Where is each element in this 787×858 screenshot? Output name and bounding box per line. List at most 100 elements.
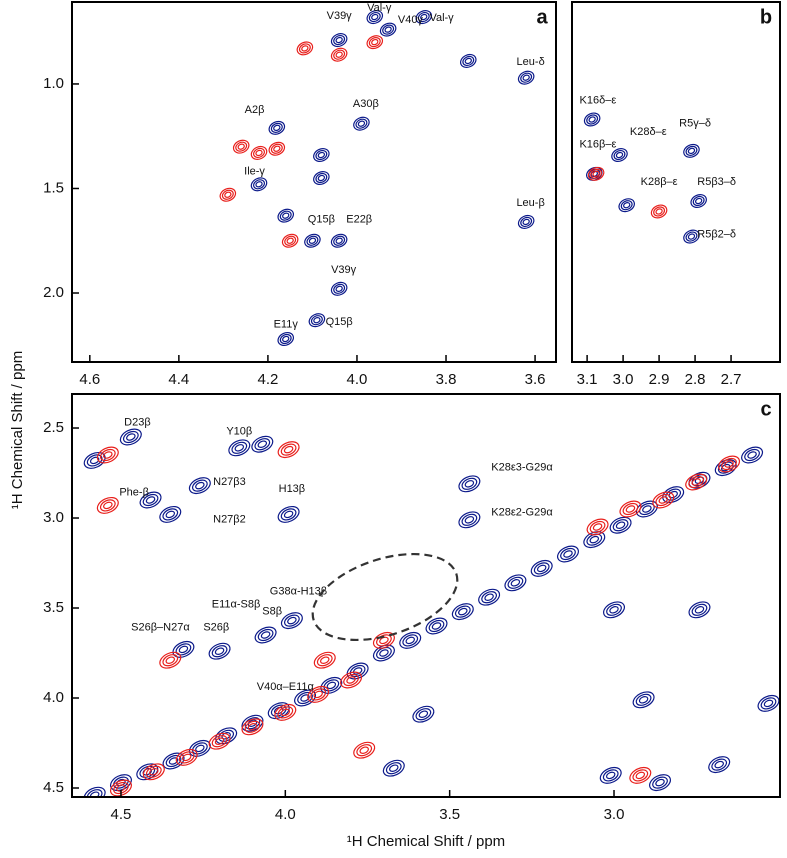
- contour-ring: [384, 26, 392, 33]
- contour-ring: [280, 708, 291, 717]
- peak-label: R5γ–δ: [679, 118, 711, 130]
- peak-label: K28β–ε: [641, 176, 678, 188]
- contour-ring: [310, 688, 327, 701]
- peak: [353, 741, 376, 759]
- contour-ring: [270, 122, 283, 133]
- contour-ring: [691, 478, 701, 486]
- peak: [277, 208, 295, 223]
- peak: [366, 10, 384, 25]
- contour-ring: [464, 57, 472, 65]
- contour-ring: [462, 55, 475, 67]
- peak-label: N27β3: [213, 476, 246, 488]
- contour-ring: [688, 601, 711, 619]
- contour-ring: [224, 191, 232, 198]
- contour-ring: [711, 758, 728, 771]
- peak: [599, 766, 622, 784]
- peak: [662, 486, 685, 504]
- contour-ring: [253, 179, 265, 190]
- peak: [208, 642, 231, 660]
- contour-ring: [458, 607, 468, 616]
- peak: [586, 518, 609, 536]
- contour-ring: [257, 628, 274, 642]
- peak: [649, 774, 672, 792]
- peak-label: E11α-S8β: [212, 598, 261, 610]
- x-tick-label: 4.6: [79, 371, 100, 388]
- contour-ring: [343, 673, 359, 687]
- contour-ring: [142, 493, 159, 507]
- peak: [632, 691, 655, 709]
- y-tick-label: 2.5: [43, 419, 64, 436]
- peak: [109, 779, 132, 797]
- y-tick-label: 3.5: [43, 599, 64, 616]
- contour-ring: [162, 508, 179, 521]
- contour-ring: [590, 168, 603, 179]
- contour-ring: [89, 456, 100, 465]
- peak-label: Q15β: [326, 316, 353, 328]
- peak: [268, 120, 286, 135]
- contour-ring: [315, 172, 328, 184]
- contour-ring: [122, 430, 139, 444]
- contour-ring: [420, 13, 428, 21]
- contour-ring: [517, 214, 535, 229]
- contour-ring: [145, 496, 156, 504]
- contour-ring: [315, 149, 328, 161]
- contour-ring: [461, 477, 478, 490]
- contour-ring: [714, 760, 724, 769]
- contour-ring: [142, 763, 165, 781]
- peak: [83, 786, 106, 797]
- contour-ring: [586, 518, 609, 536]
- highlight-ellipse: [311, 552, 459, 642]
- peak: [629, 766, 652, 784]
- contour-ring: [371, 13, 379, 21]
- peak: [652, 491, 675, 509]
- peak: [159, 651, 182, 669]
- x-tick-label: 4.2: [257, 371, 278, 388]
- contour-ring: [366, 10, 384, 25]
- contour-ring: [530, 559, 553, 577]
- peak: [250, 177, 268, 192]
- contour-ring: [653, 206, 666, 217]
- peak: [683, 143, 700, 158]
- contour-ring: [103, 501, 113, 510]
- contour-ring: [257, 440, 268, 448]
- contour-ring: [270, 143, 283, 154]
- peak-label: K16β–ε: [579, 138, 616, 150]
- contour-ring: [609, 516, 632, 534]
- peak: [304, 233, 321, 248]
- contour-ring: [280, 508, 297, 521]
- contour-ring: [330, 233, 348, 248]
- peak: [250, 145, 268, 160]
- contour-ring: [385, 762, 402, 775]
- peak: [708, 756, 731, 774]
- contour-ring: [464, 516, 475, 524]
- contour-ring: [335, 36, 343, 44]
- contour-ring: [139, 491, 162, 509]
- contour-ring: [642, 505, 652, 513]
- contour-ring: [136, 763, 159, 781]
- x-tick-label: 3.0: [604, 806, 625, 823]
- contour-ring: [619, 500, 642, 518]
- peak: [172, 640, 195, 658]
- contour-ring: [655, 208, 663, 215]
- contour-ring: [560, 547, 576, 561]
- contour-ring: [533, 562, 550, 575]
- peak: [251, 435, 274, 453]
- contour-ring: [330, 281, 348, 296]
- contour-ring: [83, 786, 106, 797]
- contour-ring: [688, 475, 705, 489]
- peak-label: Val-γ: [367, 2, 392, 14]
- contour-ring: [613, 149, 626, 161]
- contour-ring: [255, 181, 263, 188]
- contour-ring: [159, 505, 182, 523]
- contour-ring: [376, 634, 392, 647]
- contour-ring: [382, 759, 405, 777]
- contour-ring: [418, 710, 429, 718]
- contour-ring: [665, 488, 682, 501]
- contour-ring: [284, 235, 297, 246]
- contour-ring: [587, 166, 605, 181]
- contour-ring: [188, 739, 211, 757]
- contour-ring: [214, 647, 225, 655]
- peak-label: R5β3–δ: [697, 176, 736, 188]
- peak-label: Leu-δ: [517, 56, 545, 68]
- contour-ring: [103, 451, 113, 459]
